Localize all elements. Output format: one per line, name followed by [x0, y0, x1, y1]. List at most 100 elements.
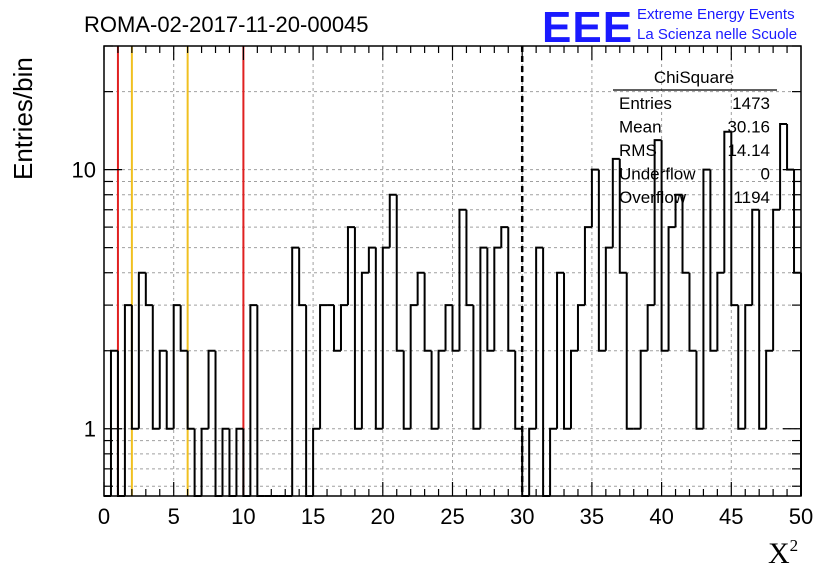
histogram-bin	[409, 304, 418, 429]
y-tick-label: 1	[84, 417, 96, 442]
histogram-bin	[207, 349, 216, 429]
histogram-bin	[144, 272, 153, 307]
x-tick-label: 25	[440, 504, 464, 529]
x-tick-label: 5	[168, 504, 180, 529]
histogram-bin	[158, 349, 167, 429]
y-axis-label: Entries/bin	[8, 57, 38, 180]
histogram-bin	[312, 427, 321, 496]
histogram-bin	[744, 304, 753, 429]
stats-row-value: 14.14	[727, 141, 770, 160]
histogram-bin	[305, 305, 314, 497]
histogram-bin	[765, 349, 774, 429]
y-tick-labels: 1 10	[72, 158, 96, 442]
histogram-bin	[339, 304, 348, 351]
histogram-bin	[542, 247, 551, 497]
histogram-bin	[200, 427, 209, 496]
x-axis-label-sup: 2	[790, 536, 799, 555]
histogram-bin	[423, 272, 432, 352]
x-tick-label: 20	[371, 504, 395, 529]
x-tick-label: 35	[580, 504, 604, 529]
histogram-bin	[709, 169, 718, 352]
histogram-bin	[346, 226, 355, 306]
histogram-bin	[416, 271, 425, 306]
histogram-bin	[172, 304, 181, 429]
histogram-bin	[374, 247, 383, 430]
histogram-bin	[576, 304, 585, 351]
histogram-bin	[437, 349, 446, 429]
histogram-bin	[333, 305, 341, 352]
x-tick-label: 45	[719, 504, 743, 529]
histogram-bin	[737, 305, 746, 430]
histogram-bin	[751, 208, 760, 306]
histogram-bin	[298, 247, 307, 307]
histogram-bin	[451, 305, 460, 352]
eee-logo-mark: EEE	[542, 3, 633, 52]
histogram-bin	[116, 350, 125, 497]
histogram-bin	[758, 209, 767, 430]
histogram-bin	[130, 305, 139, 430]
axis-ticks	[103, 45, 802, 496]
stats-row-value: 1473	[732, 94, 770, 113]
stats-row-label: Entries	[619, 94, 672, 113]
histogram-bin	[674, 193, 683, 228]
histogram-bin	[123, 304, 132, 496]
stats-box-title: ChiSquare	[654, 68, 734, 87]
histogram-bin	[688, 272, 697, 352]
histogram-bin	[639, 349, 648, 429]
histogram-bin	[493, 246, 502, 351]
x-tick-label: 15	[301, 504, 325, 529]
histogram-bin	[611, 157, 620, 248]
histogram-bin	[583, 226, 592, 306]
histogram-bin	[395, 194, 404, 352]
chart-title: ROMA-02-2017-11-20-00045	[84, 12, 369, 37]
histogram-bin	[186, 350, 195, 430]
stats-row-value: 30.16	[727, 118, 770, 137]
histogram-bin	[151, 305, 160, 430]
histogram-bin	[563, 272, 571, 430]
stats-row-value: 0	[761, 165, 770, 184]
x-axis-label: X2	[768, 536, 798, 570]
histogram-bin	[221, 427, 230, 496]
histogram-bin	[590, 168, 599, 228]
histogram-bin	[353, 227, 362, 430]
histogram-bin	[779, 122, 788, 210]
histogram-bin	[618, 158, 627, 274]
x-tick-label: 50	[789, 504, 813, 529]
histogram-bin	[256, 305, 265, 497]
x-tick-label: 30	[510, 504, 534, 529]
histogram-bin	[597, 169, 606, 352]
histogram-bin	[137, 271, 146, 429]
histogram-bin	[667, 226, 676, 351]
histogram-bin	[486, 247, 495, 352]
histogram-bin	[556, 271, 565, 429]
histogram-bin	[723, 130, 732, 273]
histogram-bin	[695, 350, 704, 430]
histogram-bin	[214, 350, 223, 497]
stats-box: ChiSquare Entries 1473 Mean 30.16 RMS 14.14 Und…	[613, 68, 777, 207]
histogram-bin	[716, 271, 725, 351]
histogram-bin	[388, 193, 397, 248]
histogram-bin	[681, 194, 690, 274]
histogram-bin	[249, 304, 258, 496]
histogram-bin	[109, 349, 118, 496]
histogram-bin	[291, 246, 300, 496]
eee-logo-line1: Extreme Energy Events	[637, 6, 795, 23]
stats-row-label: Overflow	[619, 188, 687, 207]
histogram-bin	[179, 305, 188, 352]
histogram-bin	[646, 304, 655, 351]
y-tick-label: 10	[72, 158, 96, 183]
histogram-bin	[702, 168, 711, 429]
histogram-bin	[730, 131, 739, 307]
histogram-bin	[465, 209, 474, 307]
histogram-bin	[535, 246, 544, 429]
histogram-bin	[235, 427, 244, 496]
histogram-bin	[319, 304, 328, 429]
histogram-bin	[528, 427, 537, 496]
x-tick-label: 40	[649, 504, 673, 529]
histogram-bin	[444, 304, 453, 351]
histogram-bin	[430, 350, 439, 430]
histogram-bin	[660, 140, 669, 352]
histogram-bin	[625, 272, 634, 430]
histogram-bin	[549, 427, 558, 496]
